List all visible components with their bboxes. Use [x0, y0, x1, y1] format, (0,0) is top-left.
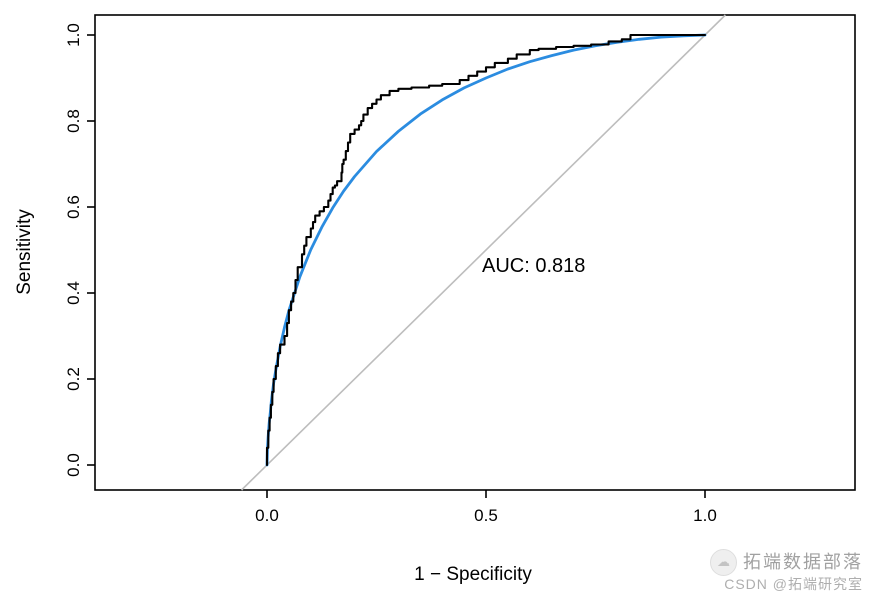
x-tick-label: 0.5	[474, 506, 498, 525]
plot-area: 0.0 0.5 1.0 0.0 0.2 0.4 0.6 0.8 1.0	[64, 14, 856, 525]
x-tick-label: 0.0	[255, 506, 279, 525]
x-tick-label: 1.0	[693, 506, 717, 525]
y-tick-label: 0.0	[64, 453, 83, 477]
y-tick-label: 0.4	[64, 281, 83, 305]
y-tick-label: 0.2	[64, 367, 83, 391]
y-tick-label: 0.8	[64, 109, 83, 133]
watermark-brand-row: ☁ 拓端数据部落	[710, 548, 863, 576]
empirical-roc-curve	[265, 33, 707, 467]
watermark-brand-text: 拓端数据部落	[743, 551, 863, 572]
x-axis-title: 1 − Specificity	[414, 564, 532, 585]
watermark-credit-text: CSDN @拓端研究室	[724, 575, 863, 592]
auc-annotation: AUC: 0.818	[482, 255, 585, 277]
chance-diagonal-line	[240, 14, 726, 491]
brand-logo-icon: ☁	[710, 548, 737, 576]
y-tick-label: 0.6	[64, 195, 83, 219]
y-axis-title: Sensitivity	[14, 209, 35, 295]
y-tick-label: 1.0	[64, 23, 83, 47]
plot-box	[94, 14, 856, 491]
y-axis: 0.0 0.2 0.4 0.6 0.8 1.0	[64, 23, 95, 477]
watermark: ☁ 拓端数据部落 CSDN @拓端研究室	[710, 548, 863, 594]
x-axis: 0.0 0.5 1.0	[255, 490, 717, 525]
